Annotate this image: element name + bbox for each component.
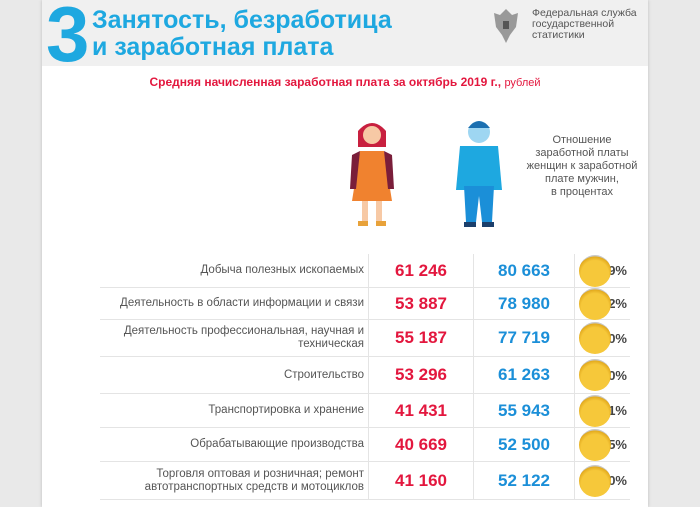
ratio-header-line: женщин к заработной bbox=[526, 160, 638, 172]
men-salary: 77 719 bbox=[473, 320, 575, 356]
industry-label: Добыча полезных ископаемых bbox=[200, 264, 364, 276]
industry-label: Торговля оптовая и розничная; ремонт авт… bbox=[144, 467, 364, 493]
women-salary: 61 246 bbox=[368, 254, 473, 287]
women-salary: 40 669 bbox=[368, 428, 473, 461]
women-salary: 41 160 bbox=[368, 462, 473, 499]
woman-figure-icon bbox=[350, 123, 394, 226]
coin-icon bbox=[579, 428, 611, 461]
women-salary: 53 296 bbox=[368, 357, 473, 393]
section-number: 3 bbox=[46, 0, 90, 78]
ratio-header-line: в процентах bbox=[551, 186, 613, 198]
coin-icon bbox=[579, 254, 611, 287]
men-salary: 78 980 bbox=[473, 288, 575, 319]
ratio-header: Отношение заработной платы женщин к зарабо… bbox=[522, 134, 642, 199]
infographic-page: 3 Занятость, безработица и заработная пла… bbox=[42, 0, 648, 507]
coin-icon bbox=[579, 322, 611, 354]
women-salary: 55 187 bbox=[368, 320, 473, 356]
coin-icon bbox=[579, 359, 611, 391]
ratio-header-line: плате мужчин, bbox=[545, 173, 619, 185]
women-salary: 41 431 bbox=[368, 394, 473, 427]
industry-label: Строительство bbox=[283, 368, 364, 381]
industry-label: Деятельность в области информации и связ… bbox=[120, 297, 364, 309]
table-row: Деятельность в области информации и связ… bbox=[100, 288, 630, 320]
subtitle: Средняя начисленная заработная плата за … bbox=[42, 75, 648, 89]
industry-label: Транспортировка и хранение bbox=[208, 404, 364, 416]
table-row: Деятельность профессиональная, научная и… bbox=[100, 320, 630, 357]
subtitle-unit: рублей bbox=[504, 77, 541, 89]
org-name: Федеральная служба государственной статист… bbox=[532, 8, 637, 41]
men-salary: 52 122 bbox=[473, 462, 575, 499]
org-line-2: государственной bbox=[532, 18, 615, 30]
title-line-1: Занятость, безработица bbox=[92, 6, 392, 34]
ratio-header-line: Отношение bbox=[552, 134, 612, 146]
women-salary: 53 887 bbox=[368, 288, 473, 319]
subtitle-main: Средняя начисленная заработная плата за … bbox=[149, 75, 502, 89]
men-salary: 55 943 bbox=[473, 394, 575, 427]
man-figure-icon bbox=[456, 121, 502, 227]
industry-label: Обрабатывающие производства bbox=[190, 438, 364, 450]
men-salary: 61 263 bbox=[473, 357, 575, 393]
org-line-1: Федеральная служба bbox=[532, 7, 637, 19]
industry-label: Деятельность профессиональная, научная и… bbox=[123, 325, 364, 350]
title-line-2: и заработная плата bbox=[92, 33, 334, 61]
coin-icon bbox=[579, 287, 611, 320]
coin-icon bbox=[579, 464, 611, 497]
coin-icon bbox=[579, 394, 611, 427]
table-row: Торговля оптовая и розничная; ремонт авт… bbox=[100, 462, 630, 500]
ratio-header-line: заработной платы bbox=[535, 147, 629, 159]
header-band bbox=[42, 0, 648, 66]
men-salary: 52 500 bbox=[473, 428, 575, 461]
page-title: Занятость, безработица и заработная плата bbox=[92, 7, 392, 61]
rosstat-emblem-icon bbox=[494, 9, 518, 43]
org-line-3: статистики bbox=[532, 29, 585, 41]
men-salary: 80 663 bbox=[473, 254, 575, 287]
